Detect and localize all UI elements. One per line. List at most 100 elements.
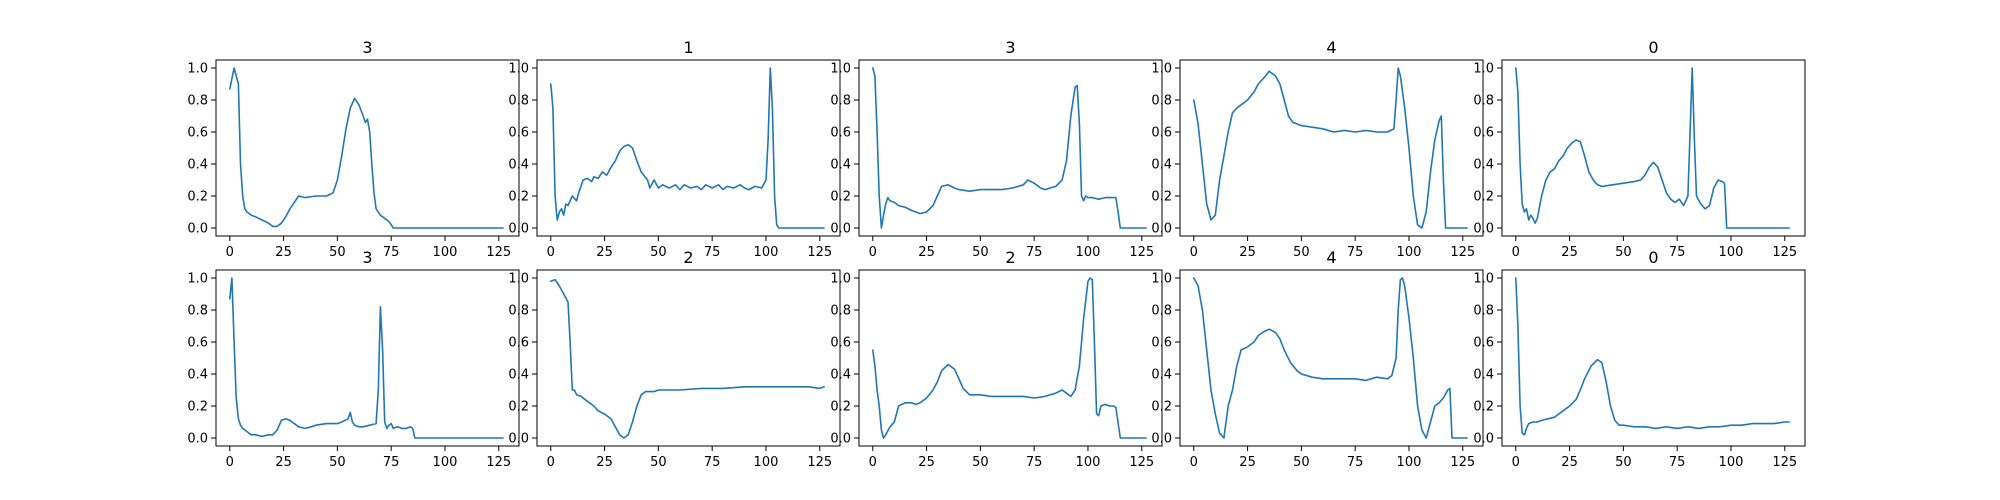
y-tick-label: 0.4 bbox=[187, 158, 208, 173]
x-tick-label: 0 bbox=[869, 455, 877, 470]
x-tick-label: 25 bbox=[275, 455, 292, 470]
x-tick-label: 125 bbox=[807, 455, 832, 470]
x-tick-label: 25 bbox=[596, 245, 613, 260]
y-tick-label: 0.8 bbox=[830, 94, 851, 109]
y-tick-label: 0.8 bbox=[187, 304, 208, 319]
series-line bbox=[871, 277, 1147, 439]
panel-title: 2 bbox=[1005, 248, 1015, 267]
axes-frame bbox=[858, 59, 1163, 237]
y-tick-label: 0.6 bbox=[1473, 336, 1494, 351]
y-tick-label: 0.4 bbox=[187, 368, 208, 383]
axes-frame bbox=[536, 269, 841, 447]
x-tick-label: 50 bbox=[329, 245, 346, 260]
x-tick-label: 75 bbox=[1669, 455, 1686, 470]
y-tick-label: 1.0 bbox=[508, 272, 529, 287]
x-tick-label: 25 bbox=[918, 455, 935, 470]
y-tick-label: 0.6 bbox=[508, 336, 529, 351]
x-tick-label: 125 bbox=[1772, 455, 1797, 470]
y-tick-label: 0.4 bbox=[508, 368, 529, 383]
series-line bbox=[229, 67, 504, 229]
series-line bbox=[1193, 67, 1468, 229]
x-tick-label: 75 bbox=[1026, 455, 1043, 470]
x-tick-label: 125 bbox=[1129, 245, 1154, 260]
x-tick-label: 50 bbox=[972, 455, 989, 470]
y-tick-label: 0.2 bbox=[187, 190, 208, 205]
y-tick-label: 0.4 bbox=[508, 158, 529, 173]
y-tick-label: 0.0 bbox=[1473, 432, 1494, 447]
axes-frame bbox=[1179, 59, 1484, 237]
x-tick-label: 125 bbox=[1450, 455, 1475, 470]
x-tick-label: 25 bbox=[275, 245, 292, 260]
chart-panel-10: 0 25 50 75 100 125 0.0 0.2 0.4 0.6 0.8 1.0 0 bbox=[1473, 248, 1806, 470]
y-tick-label: 0.0 bbox=[508, 222, 529, 237]
y-tick-label: 0.0 bbox=[1473, 222, 1494, 237]
x-tick-label: 75 bbox=[383, 245, 400, 260]
y-tick-label: 0.8 bbox=[1151, 304, 1172, 319]
y-tick-label: 0.6 bbox=[187, 126, 208, 141]
y-tick-label: 1.0 bbox=[1151, 62, 1172, 77]
x-tick-label: 50 bbox=[1293, 455, 1310, 470]
x-tick-label: 0 bbox=[547, 455, 555, 470]
x-tick-label: 50 bbox=[972, 245, 989, 260]
x-tick-label: 25 bbox=[596, 455, 613, 470]
x-tick-label: 125 bbox=[1772, 245, 1797, 260]
y-tick-label: 0.2 bbox=[830, 190, 851, 205]
x-tick-label: 75 bbox=[1669, 245, 1686, 260]
series-line bbox=[1193, 277, 1468, 439]
x-tick-label: 125 bbox=[486, 245, 511, 260]
x-tick-label: 100 bbox=[433, 245, 458, 260]
axes-frame bbox=[536, 59, 841, 237]
x-tick-label: 0 bbox=[1190, 245, 1198, 260]
chart-panel-4: 0 25 50 75 100 125 0.0 0.2 0.4 0.6 0.8 1.0 4 bbox=[1151, 38, 1484, 260]
y-tick-label: 0.8 bbox=[187, 94, 208, 109]
chart-panel-6: 0 25 50 75 100 125 0.0 0.2 0.4 0.6 0.8 1.0 3 bbox=[187, 248, 520, 470]
panel-title: 0 bbox=[1648, 38, 1658, 57]
y-tick-label: 0.2 bbox=[830, 400, 851, 415]
x-tick-label: 0 bbox=[547, 245, 555, 260]
y-tick-label: 0.2 bbox=[1151, 400, 1172, 415]
y-tick-label: 1.0 bbox=[187, 272, 208, 287]
x-tick-label: 125 bbox=[1129, 455, 1154, 470]
x-tick-label: 50 bbox=[1615, 455, 1632, 470]
y-tick-label: 0.6 bbox=[830, 126, 851, 141]
axes-frame bbox=[1501, 269, 1806, 447]
y-tick-label: 0.0 bbox=[508, 432, 529, 447]
x-tick-label: 100 bbox=[754, 455, 779, 470]
y-tick-label: 0.0 bbox=[1151, 432, 1172, 447]
x-tick-label: 100 bbox=[1719, 245, 1744, 260]
x-tick-label: 25 bbox=[1239, 455, 1256, 470]
y-tick-label: 0.6 bbox=[830, 336, 851, 351]
x-tick-label: 125 bbox=[486, 455, 511, 470]
series-line bbox=[549, 67, 825, 229]
y-tick-label: 0.8 bbox=[508, 94, 529, 109]
axes-frame bbox=[215, 269, 520, 447]
x-tick-label: 125 bbox=[1450, 245, 1475, 260]
x-tick-label: 100 bbox=[1397, 455, 1422, 470]
y-tick-label: 0.6 bbox=[1473, 126, 1494, 141]
x-tick-label: 0 bbox=[1190, 455, 1198, 470]
x-tick-label: 0 bbox=[1512, 245, 1520, 260]
y-tick-label: 0.2 bbox=[1473, 190, 1494, 205]
y-tick-label: 0.8 bbox=[830, 304, 851, 319]
axes-frame bbox=[1501, 59, 1806, 237]
chart-panel-5: 0 25 50 75 100 125 0.0 0.2 0.4 0.6 0.8 1.0 0 bbox=[1473, 38, 1806, 260]
x-tick-label: 0 bbox=[869, 245, 877, 260]
series-line bbox=[229, 277, 504, 439]
x-tick-label: 25 bbox=[918, 245, 935, 260]
series-line bbox=[1515, 277, 1790, 436]
y-tick-label: 0.4 bbox=[830, 368, 851, 383]
y-tick-label: 0.6 bbox=[508, 126, 529, 141]
x-tick-label: 75 bbox=[1347, 245, 1364, 260]
axes-frame bbox=[215, 59, 520, 237]
y-tick-label: 0.4 bbox=[1473, 158, 1494, 173]
panel-title: 3 bbox=[362, 38, 372, 57]
panel-title: 1 bbox=[683, 38, 693, 57]
axes-frame bbox=[1179, 269, 1484, 447]
x-tick-label: 100 bbox=[754, 245, 779, 260]
y-tick-label: 1.0 bbox=[508, 62, 529, 77]
x-tick-label: 100 bbox=[1076, 245, 1101, 260]
chart-panel-2: 0 25 50 75 100 125 0.0 0.2 0.4 0.6 0.8 1.0 1 bbox=[508, 38, 841, 260]
chart-panel-8: 0 25 50 75 100 125 0.0 0.2 0.4 0.6 0.8 1.0 2 bbox=[830, 248, 1163, 470]
y-tick-label: 0.8 bbox=[1151, 94, 1172, 109]
